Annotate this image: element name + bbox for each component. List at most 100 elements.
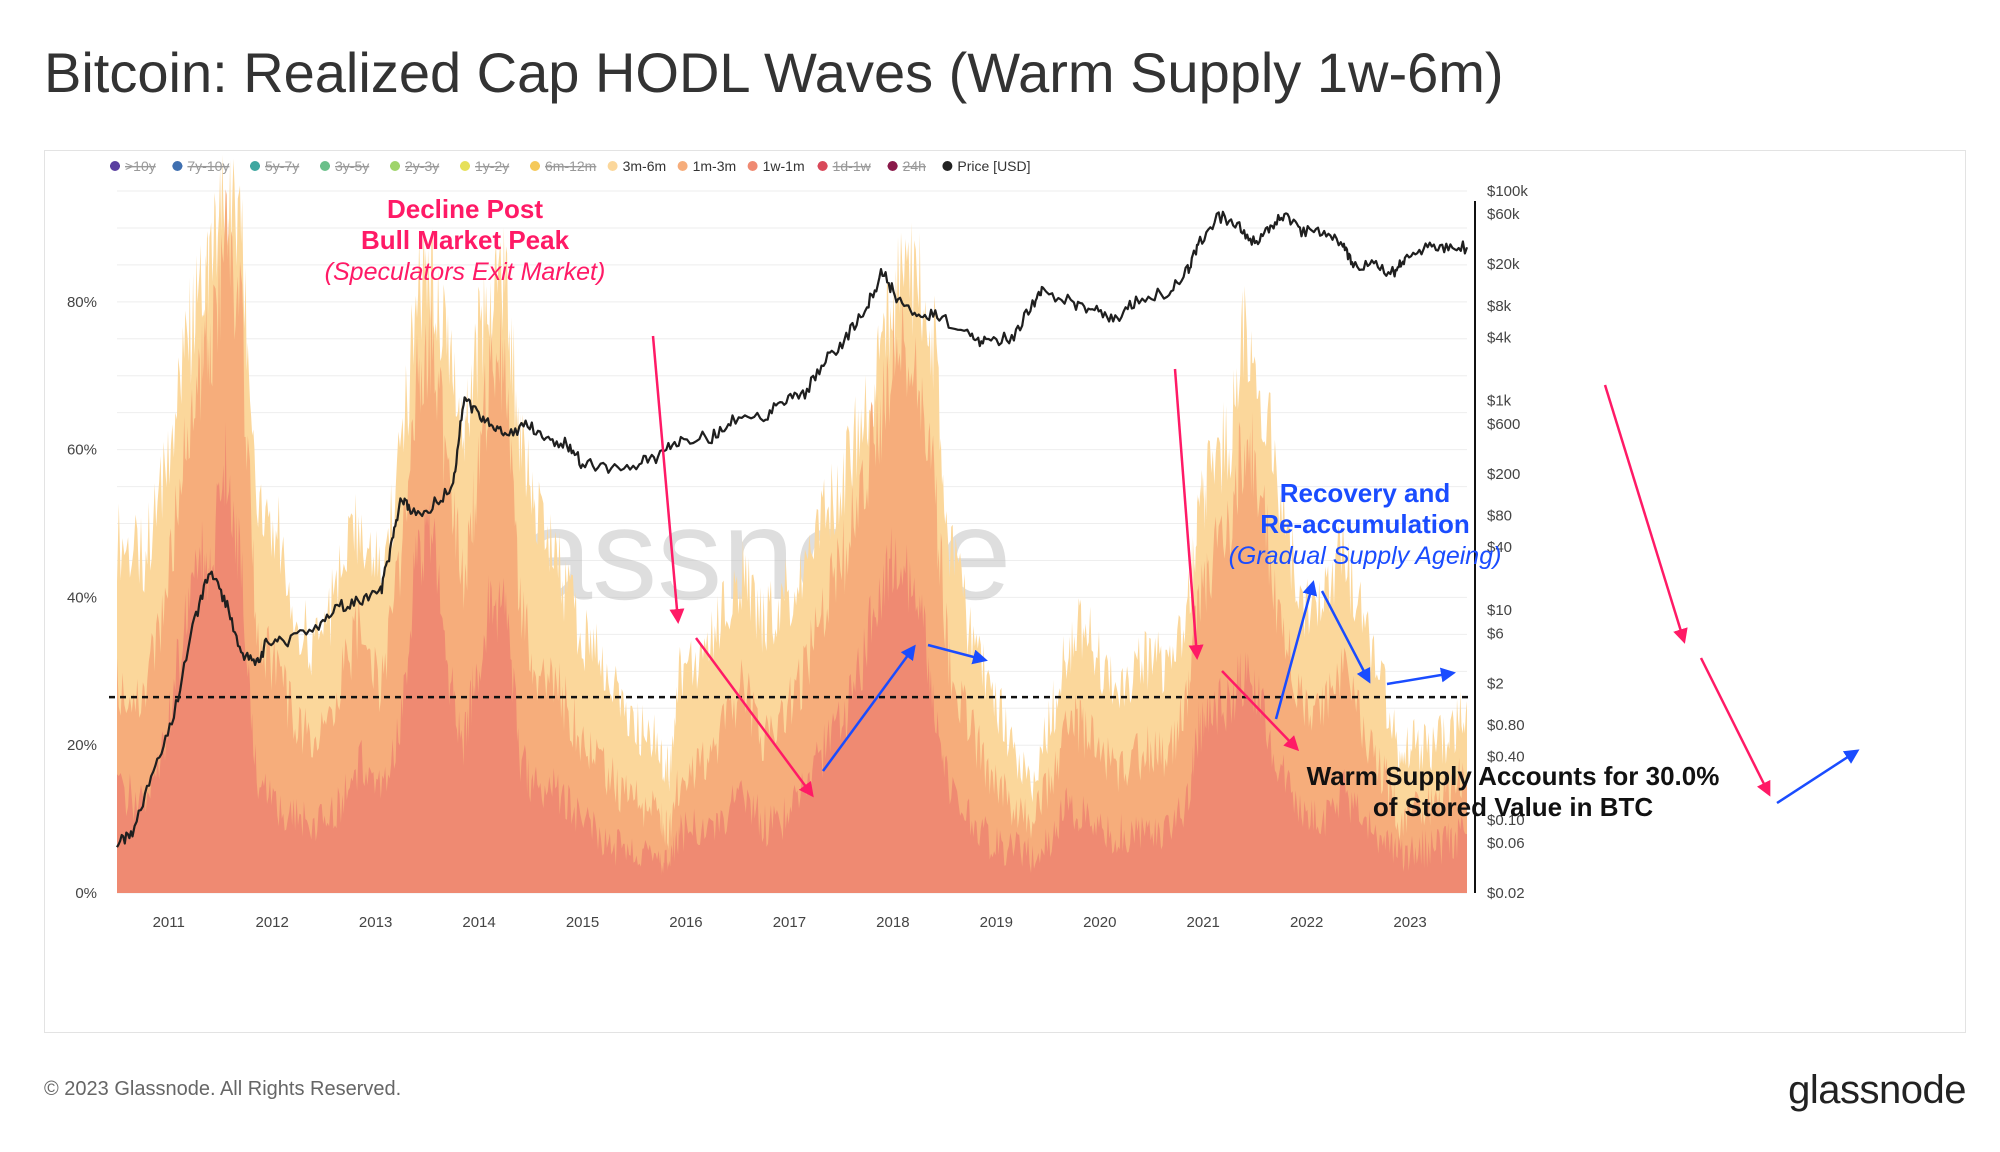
legend-swatch [530,161,540,171]
legend-swatch [460,161,470,171]
y-right-tick-label: $6 [1487,625,1504,642]
annotation-recovery-italic: (Gradual Supply Ageing) [1229,542,1502,570]
y-right-tick-label: $0.10 [1487,812,1525,829]
legend-swatch [110,161,120,171]
annotation-warm-supply-line-1: Warm Supply Accounts for 30.0% [1307,761,1720,791]
y-left-tick-label: 40% [67,589,97,606]
y-right-tick-label: $0.40 [1487,749,1525,766]
annotations: Decline Post Bull Market Peak (Speculato… [325,194,1720,822]
legend-item-3m-6m[interactable]: 3m-6m [607,158,667,174]
y-right-tick-label: $80 [1487,508,1512,525]
legend-item--10y[interactable]: >10y [110,158,156,174]
y-left-tick-label: 80% [67,294,97,311]
annotation-decline-line-1: Decline Post [387,194,543,224]
legend-swatch [942,161,953,171]
annotation-arrow-blue [1776,749,1860,805]
annotation-arrow-red [1699,657,1771,797]
y-right-tick-label: $10 [1487,602,1512,619]
legend-item-6m-12m[interactable]: 6m-12m [530,158,596,174]
legend-swatch [607,161,618,171]
legend-label: 6m-12m [545,158,596,174]
area-bands [117,154,1467,893]
x-tick-label: 2019 [980,914,1013,931]
annotation-arrow-red [1173,368,1204,660]
x-tick-label: 2013 [359,914,392,931]
legend-label: 5y-7y [265,158,299,174]
y-right-tick-label: $1k [1487,393,1512,410]
x-tick-label: 2022 [1290,914,1323,931]
annotation-arrow-red [651,335,685,624]
y-right-tick-label: $0.80 [1487,717,1525,734]
hodl-waves-chart: glassnode 0%20%40%60%80%$100k$60k$20k$8k… [67,154,1860,931]
y-left-tick-label: 0% [75,885,97,902]
annotation-arrow-blue [927,643,988,665]
y-right-tick-label: $2 [1487,675,1504,692]
x-tick-label: 2011 [153,914,185,931]
y-right-tick-label: $8k [1487,298,1512,315]
legend-swatch [320,161,330,171]
y-right-tick-label: $600 [1487,416,1520,433]
legend-item-3y-5y[interactable]: 3y-5y [320,158,369,174]
annotation-arrow-red [1603,384,1688,644]
legend-item-5y-7y[interactable]: 5y-7y [250,158,299,174]
legend-item-price-usd-[interactable]: Price [USD] [942,158,1031,174]
legend-item-1d-1w[interactable]: 1d-1w [817,158,872,174]
axes: 0% 20% 40% 60% 80% $100k $60k $20k $8k $4k $1k $600… [67,183,1528,931]
legend-item-2y-3y[interactable]: 2y-3y [390,158,439,174]
x-tick-label: 2014 [462,914,495,931]
x-tick-label: 2020 [1083,914,1116,931]
y-left-tick-label: 60% [67,442,97,459]
legend-item-24h[interactable]: 24h [887,158,926,174]
y-right-tick-label: $0.02 [1487,885,1525,902]
glassnode-logo: glassnode [1788,1068,1966,1112]
x-tick-label: 2017 [773,914,806,931]
annotation-arrow-red [694,637,814,798]
legend-label: 2y-3y [405,158,439,174]
annotation-warm-supply-line-2: of Stored Value in BTC [1373,792,1653,822]
legend-item-1w-1m[interactable]: 1w-1m [747,158,805,174]
legend: >10y 7y-10y 5y-7y 3y-5y 2y-3y 1y-2y 6m-12m 3m-6… [110,158,1031,174]
legend-label: >10y [125,158,156,174]
x-tick-label: 2012 [255,914,288,931]
legend-item-1y-2y[interactable]: 1y-2y [460,158,509,174]
annotation-arrow-blue [1386,667,1456,686]
annotation-arrow-blue [1274,580,1318,720]
legend-swatch [747,161,758,171]
annotation-decline-italic: (Speculators Exit Market) [325,258,606,286]
annotation-recovery-line-1: Recovery and [1280,478,1451,508]
legend-item-7y-10y[interactable]: 7y-10y [172,158,229,174]
y-right-tick-label: $4k [1487,329,1512,346]
legend-swatch [250,161,260,171]
legend-swatch [817,161,828,171]
legend-item-1m-3m[interactable]: 1m-3m [677,158,737,174]
y-right-tick-label: $100k [1487,183,1528,200]
y-left-tick-label: 20% [67,737,97,754]
y-right-tick-label: $0.06 [1487,835,1525,852]
legend-label: 1y-2y [475,158,509,174]
x-tick-label: 2018 [876,914,909,931]
y-right-tick-label: $200 [1487,466,1520,483]
legend-label: 7y-10y [187,158,229,174]
annotation-arrow-red [1221,670,1300,752]
footer-copyright: © 2023 Glassnode. All Rights Reserved. [44,1078,402,1100]
price-line-group [116,210,1469,848]
legend-swatch [390,161,400,171]
legend-label: 1d-1w [833,158,872,174]
legend-label: Price [USD] [957,158,1030,174]
annotation-arrow-blue [1320,590,1371,684]
area-band-1w-1m [117,421,1467,893]
annotation-decline-line-2: Bull Market Peak [361,225,570,255]
legend-label: 24h [903,158,926,174]
legend-label: 3m-6m [623,158,667,174]
legend-label: 1m-3m [693,158,737,174]
x-tick-label: 2023 [1393,914,1426,931]
x-tick-label: 2015 [566,914,599,931]
annotation-arrow-blue [821,644,916,772]
chart-container: glassnode 0% 20% 40% 60% 80% $100k $60k $20k $8k… [44,150,1966,1033]
legend-label: 1w-1m [763,158,805,174]
legend-label: 3y-5y [335,158,369,174]
annotation-recovery-line-2: Re-accumulation [1260,509,1470,539]
x-tick-label: 2016 [669,914,702,931]
y-right-tick-label: $40 [1487,539,1512,556]
page-title: Bitcoin: Realized Cap HODL Waves (Warm S… [44,41,1504,104]
